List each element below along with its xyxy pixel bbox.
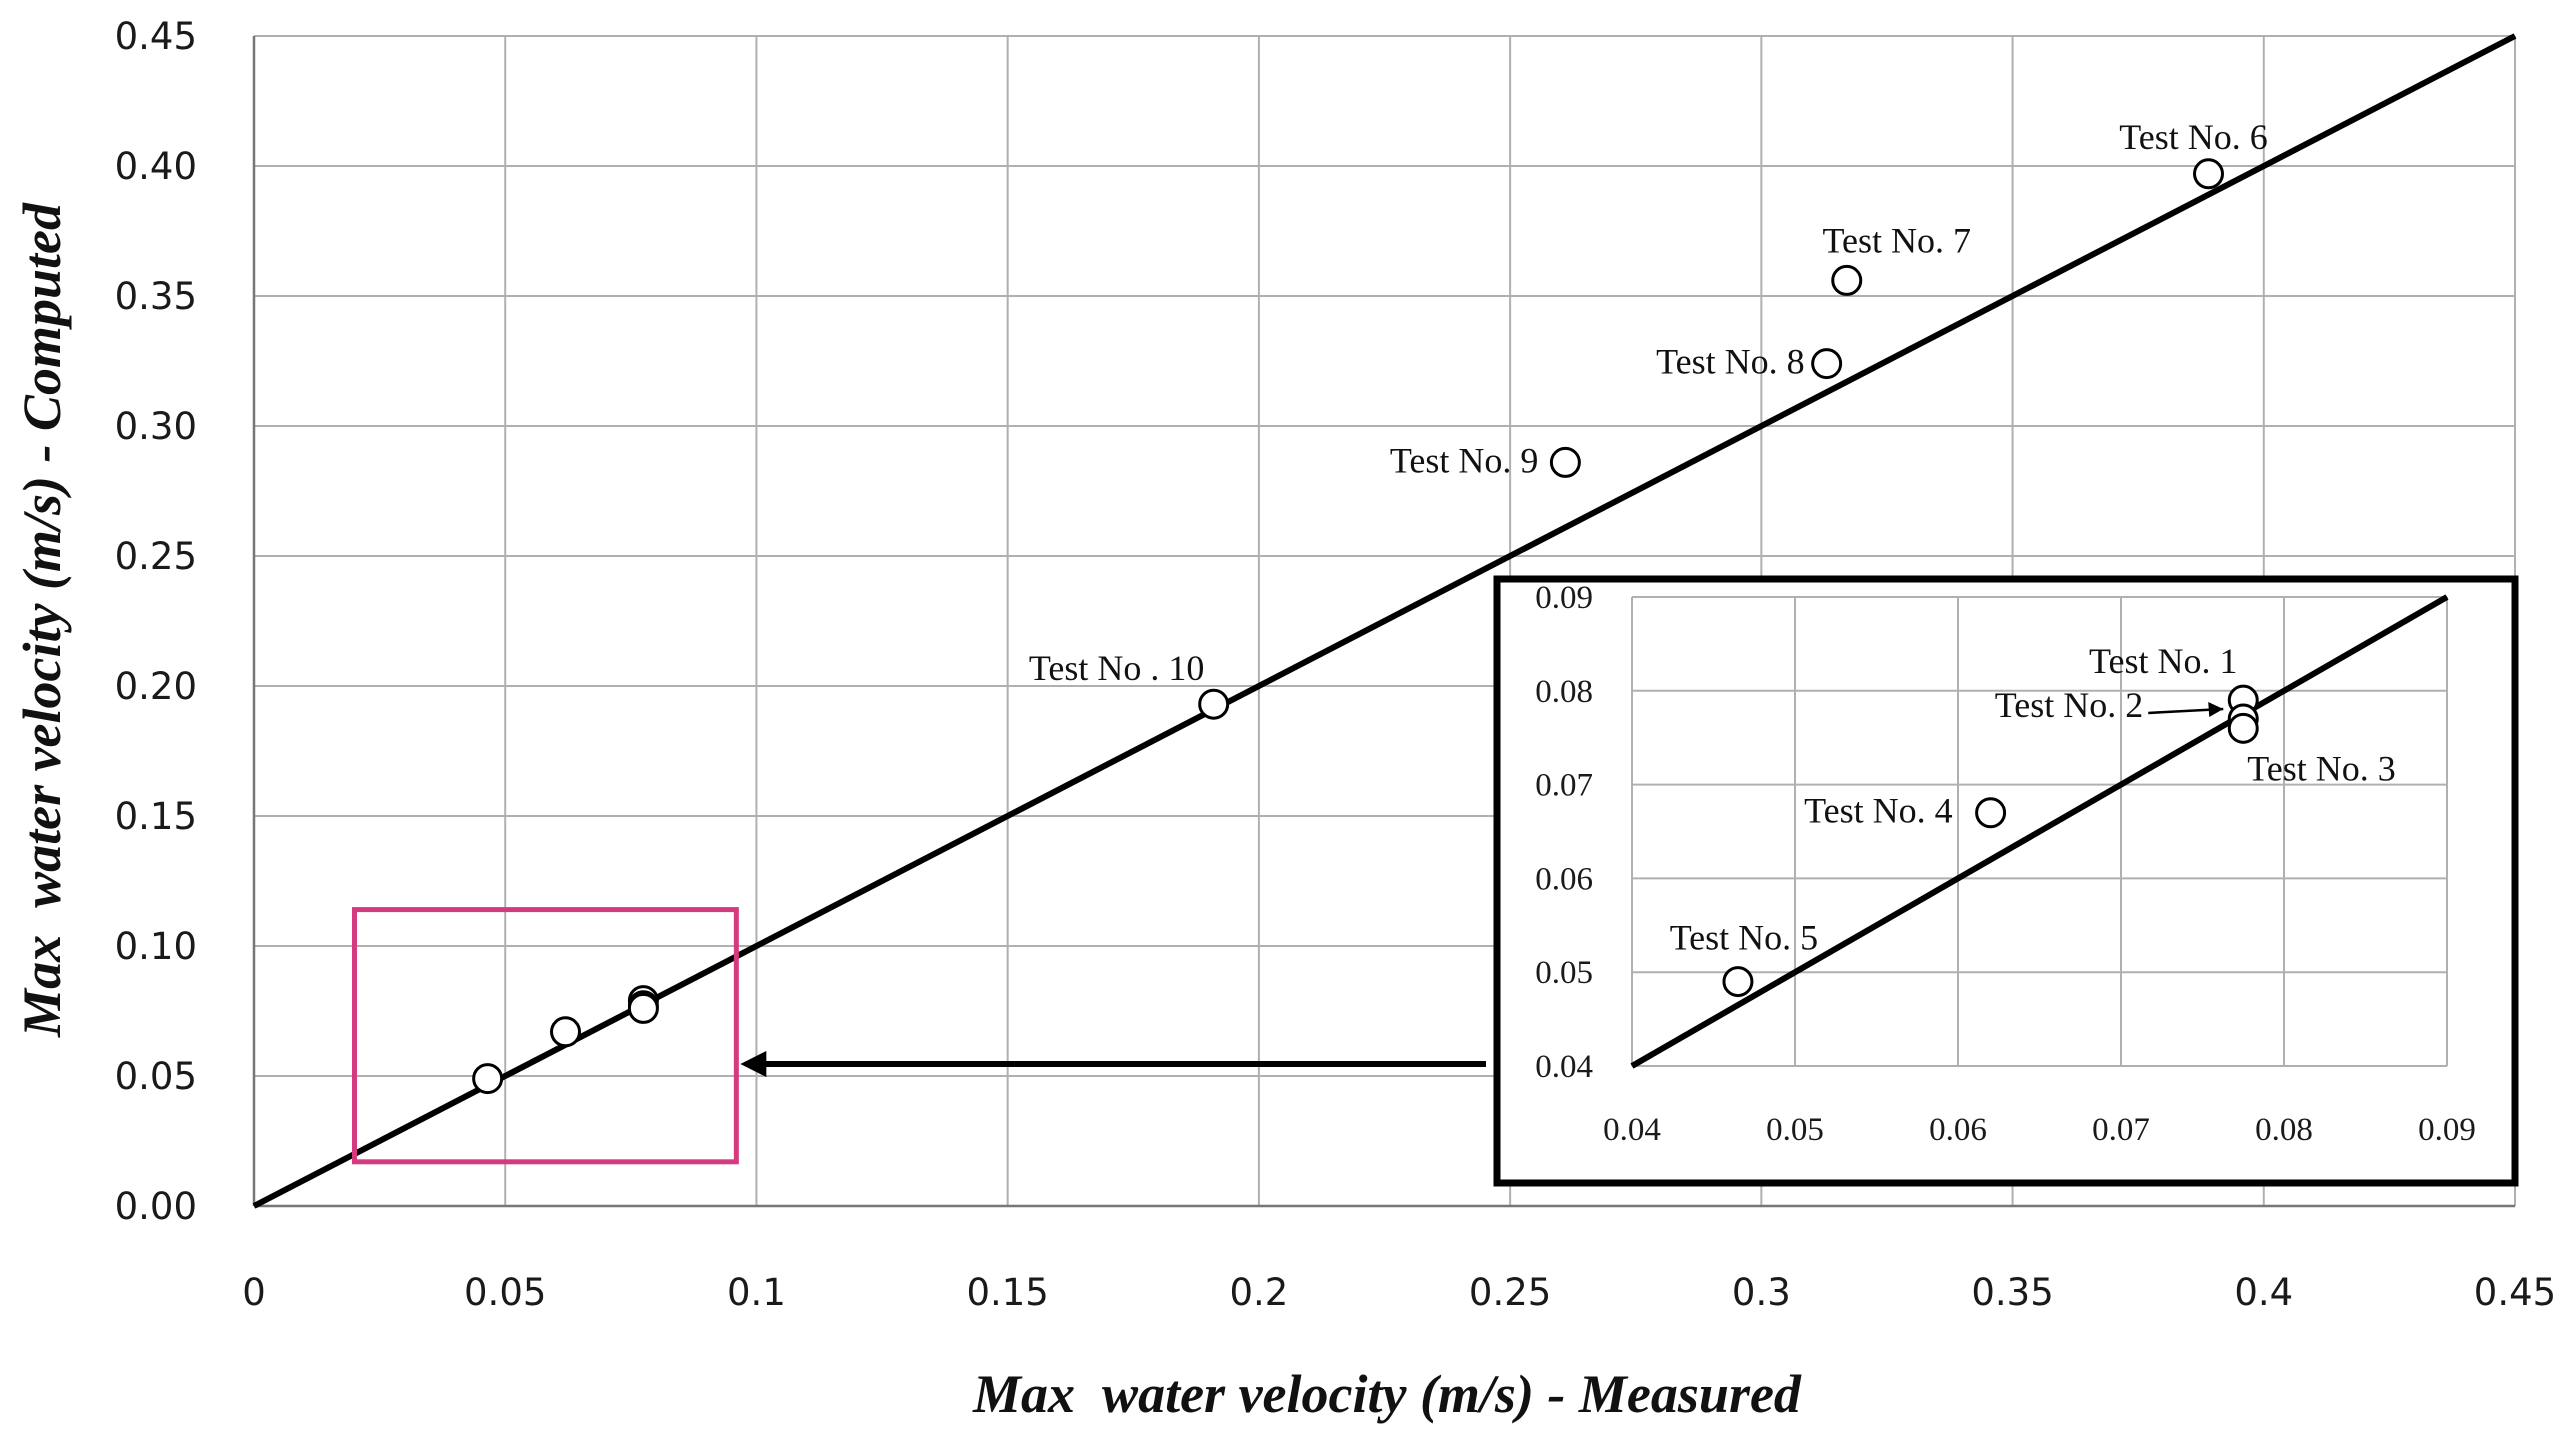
inset-point-label: Test No. 1 xyxy=(2089,641,2237,681)
data-point xyxy=(472,1063,504,1095)
inset-point-label: Test No. 2 xyxy=(1995,685,2143,725)
x-tick-label: 0.05 xyxy=(464,1271,546,1314)
x-tick-label: 0.2 xyxy=(1229,1271,1288,1314)
inset-x-tick-label: 0.08 xyxy=(2255,1112,2313,1148)
y-tick-label: 0.45 xyxy=(115,15,197,58)
y-tick-label: 0.10 xyxy=(115,925,197,968)
inset-y-tick-label: 0.05 xyxy=(1535,955,1593,991)
data-point xyxy=(627,992,659,1024)
data-point xyxy=(1831,264,1863,296)
x-tick-label: 0.45 xyxy=(2474,1271,2556,1314)
inset-data-point xyxy=(1722,966,1754,998)
connector-arrowhead xyxy=(740,1051,767,1077)
data-point xyxy=(1549,446,1581,478)
x-tick-label: 0.3 xyxy=(1732,1271,1791,1314)
inset-y-tick-label: 0.08 xyxy=(1535,674,1593,710)
main-points xyxy=(472,158,2225,1095)
y-tick-label: 0.35 xyxy=(115,275,197,318)
point-label: Test No. 7 xyxy=(1823,220,1971,260)
inset-y-tick-label: 0.09 xyxy=(1535,580,1593,616)
pointer-arrowhead xyxy=(2208,701,2224,717)
point-label: Test No. 8 xyxy=(1656,342,1804,382)
inset-y-tick-label: 0.06 xyxy=(1535,861,1593,897)
point-label: Test No. 6 xyxy=(2119,117,2267,157)
point-label: Test No. 9 xyxy=(1390,440,1538,480)
inset-x-tick-label: 0.07 xyxy=(2092,1112,2150,1148)
inset-y-tick-label: 0.04 xyxy=(1535,1049,1593,1085)
x-tick-label: 0.25 xyxy=(1469,1271,1551,1314)
inset-point-label: Test No. 4 xyxy=(1804,791,1952,831)
y-tick-label: 0.15 xyxy=(115,795,197,838)
data-point xyxy=(1198,688,1230,720)
inset-chart: 0.04 0.05 0.06 0.07 0.08 0.09 0.04 0.05 0.06 0.07… xyxy=(1493,575,2519,1187)
main-tick-labels: 0 0.05 0.1 0.15 0.2 0.25 0.3 0.35 0.4 0.45 0.00 0.0… xyxy=(115,15,2557,1314)
x-tick-label: 0.15 xyxy=(966,1271,1048,1314)
y-tick-label: 0.05 xyxy=(115,1055,197,1098)
data-point xyxy=(550,1016,582,1048)
inset-y-tick-label: 0.07 xyxy=(1535,768,1593,804)
inset-x-tick-label: 0.09 xyxy=(2418,1112,2476,1148)
y-tick-label: 0.40 xyxy=(115,145,197,188)
inset-x-tick-label: 0.06 xyxy=(1929,1112,1987,1148)
y-axis-title: Max water velocity (m/s) - Computed xyxy=(12,202,72,1038)
inset-frame xyxy=(1493,575,2519,1187)
zoom-box xyxy=(351,907,739,1165)
inset-data-point xyxy=(2227,712,2259,744)
x-axis-title: Max water velocity (m/s) - Measured xyxy=(972,1364,1802,1424)
y-tick-label: 0.20 xyxy=(115,665,197,708)
y-tick-label: 0.25 xyxy=(115,535,197,578)
point-label: Test No . 10 xyxy=(1029,648,1204,688)
x-tick-label: 0.1 xyxy=(727,1271,786,1314)
zoom-region xyxy=(351,907,1486,1165)
inset-reference-line xyxy=(1630,594,2449,1069)
y-tick-label: 0.30 xyxy=(115,405,197,448)
inset-x-tick-label: 0.04 xyxy=(1603,1112,1661,1148)
inset-x-tick-label: 0.05 xyxy=(1766,1112,1824,1148)
inset-point-label: Test No. 5 xyxy=(1670,918,1818,958)
x-tick-label: 0 xyxy=(242,1271,266,1314)
y-tick-label: 0.00 xyxy=(115,1185,197,1228)
x-tick-label: 0.4 xyxy=(2234,1271,2293,1314)
data-point xyxy=(2193,158,2225,190)
main-point-labels: Test No. 6 Test No. 7 Test No. 8 Test No. 9… xyxy=(1029,117,2268,688)
inset-point-label: Test No. 3 xyxy=(2247,748,2395,788)
x-tick-label: 0.35 xyxy=(1971,1271,2053,1314)
data-point xyxy=(1811,348,1843,380)
inset-data-point xyxy=(1975,797,2007,829)
